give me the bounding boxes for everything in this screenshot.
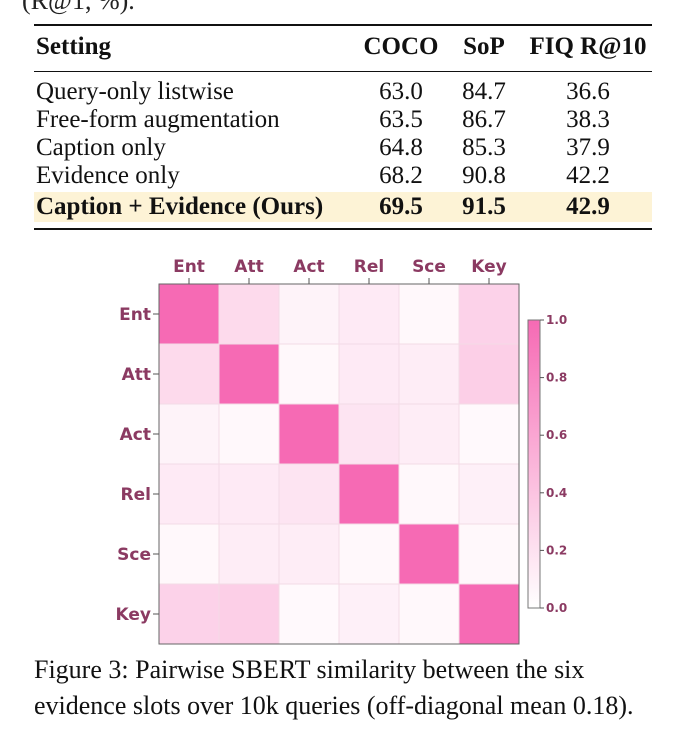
heatmap-y-labels: Ent Att Act Rel Sce Key — [116, 305, 159, 625]
table-cell-fiq: 37.9 — [566, 134, 610, 161]
heatmap-cell — [338, 343, 400, 405]
table-row-setting-ours: Caption + Evidence (Ours) — [36, 193, 324, 220]
heatmap-cell — [458, 283, 520, 345]
table-cell-sop: 90.8 — [462, 162, 506, 189]
header-sop: SoP — [463, 33, 505, 60]
heatmap-cell — [398, 403, 460, 465]
table-header-rule — [34, 71, 652, 72]
table-top-rule — [34, 24, 652, 26]
heatmap-cell — [398, 283, 460, 345]
table-cell-coco: 64.8 — [379, 134, 423, 161]
y-tick-label: Att — [122, 365, 151, 385]
y-tick-label: Key — [116, 605, 152, 625]
heatmap-cell — [458, 463, 520, 525]
heatmap-cell — [398, 523, 460, 585]
table-cell-coco: 68.2 — [379, 162, 423, 189]
heatmap-cell — [278, 343, 340, 405]
similarity-heatmap: Ent Att Act Rel Sce Key Ent Att Act Rel Sce Key 0.… — [116, 257, 567, 645]
x-tick-label: Ent — [173, 257, 205, 277]
heatmap-cell — [338, 283, 400, 345]
table-row-setting: Evidence only — [36, 162, 180, 189]
heatmap-cell — [458, 523, 520, 585]
heatmap-cell — [158, 523, 220, 585]
colorbar-tick-label: 0.4 — [546, 486, 567, 500]
table-row-setting: Query-only listwise — [36, 78, 234, 105]
header-setting: Setting — [36, 33, 111, 60]
heatmap-cell — [158, 283, 220, 345]
heatmap-cell — [398, 343, 460, 405]
heatmap-cell — [458, 403, 520, 465]
heatmap-frame — [158, 283, 520, 645]
heatmap-cell — [338, 463, 400, 525]
colorbar-tick-label: 0.6 — [546, 428, 567, 442]
heatmap-cell — [278, 583, 340, 645]
y-tick-label: Rel — [121, 485, 151, 505]
table-cell-sop: 85.3 — [462, 134, 506, 161]
results-table: Setting COCO SoP FIQ R@10 Query-only lis… — [34, 24, 652, 230]
header-coco: COCO — [363, 33, 439, 60]
heatmap-cell — [338, 583, 400, 645]
heatmap-cells — [158, 283, 520, 645]
table-cell-coco: 63.0 — [379, 78, 423, 105]
table-cell-fiq: 36.6 — [566, 78, 610, 105]
x-tick-label: Key — [471, 257, 507, 277]
header-fiq: FIQ R@10 — [529, 33, 647, 60]
x-tick-label: Att — [234, 257, 263, 277]
heatmap-colorbar: 0.0 0.2 0.4 0.6 0.8 1.0 — [527, 313, 567, 615]
colorbar-tick-label: 0.0 — [546, 601, 567, 615]
heatmap-cell — [398, 463, 460, 525]
heatmap-cell — [218, 283, 280, 345]
x-tick-label: Act — [293, 257, 324, 277]
table-cell-sop-ours: 91.5 — [462, 193, 506, 220]
table-cell-fiq-ours: 42.9 — [566, 193, 610, 220]
heatmap-cell — [278, 463, 340, 525]
colorbar-tick-label: 1.0 — [546, 313, 567, 327]
x-tick-label: Rel — [354, 257, 384, 277]
colorbar-tick-label: 0.8 — [546, 371, 567, 385]
heatmap-cell — [338, 523, 400, 585]
heatmap-cell — [158, 463, 220, 525]
heatmap-cell — [218, 463, 280, 525]
figure-caption: Figure 3: Pairwise SBERT similarity betw… — [34, 655, 634, 720]
table-row-setting: Free-form augmentation — [36, 106, 280, 133]
heatmap-cell — [398, 583, 460, 645]
heatmap-cell — [338, 403, 400, 465]
x-tick-label: Sce — [412, 257, 446, 277]
heatmap-cell — [158, 583, 220, 645]
heatmap-cell — [158, 403, 220, 465]
y-tick-label: Sce — [117, 545, 151, 565]
heatmap-cell — [218, 343, 280, 405]
heatmap-cell — [218, 523, 280, 585]
heatmap-cell — [218, 583, 280, 645]
highlight-row-background — [34, 192, 652, 222]
table-cell-fiq: 42.2 — [566, 162, 610, 189]
heatmap-x-labels: Ent Att Act Rel Sce Key — [173, 257, 507, 284]
y-tick-label: Ent — [119, 305, 151, 325]
table-cell-fiq: 38.3 — [566, 106, 610, 133]
heatmap-cell — [458, 343, 520, 405]
table-row-setting: Caption only — [36, 134, 166, 161]
colorbar-tick-label: 0.2 — [546, 543, 567, 557]
table-cell-sop: 84.7 — [462, 78, 506, 105]
y-tick-label: Act — [120, 425, 151, 445]
colorbar-gradient — [527, 319, 541, 609]
heatmap-cell — [458, 583, 520, 645]
previous-caption-fragment: (R@1, %). — [22, 0, 135, 15]
heatmap-cell — [278, 403, 340, 465]
table-cell-coco-ours: 69.5 — [379, 193, 423, 220]
heatmap-cell — [278, 283, 340, 345]
table-bottom-rule — [34, 228, 652, 230]
table-cell-coco: 63.5 — [379, 106, 423, 133]
heatmap-cell — [218, 403, 280, 465]
heatmap-cell — [278, 523, 340, 585]
heatmap-cell — [158, 343, 220, 405]
table-cell-sop: 86.7 — [462, 106, 506, 133]
